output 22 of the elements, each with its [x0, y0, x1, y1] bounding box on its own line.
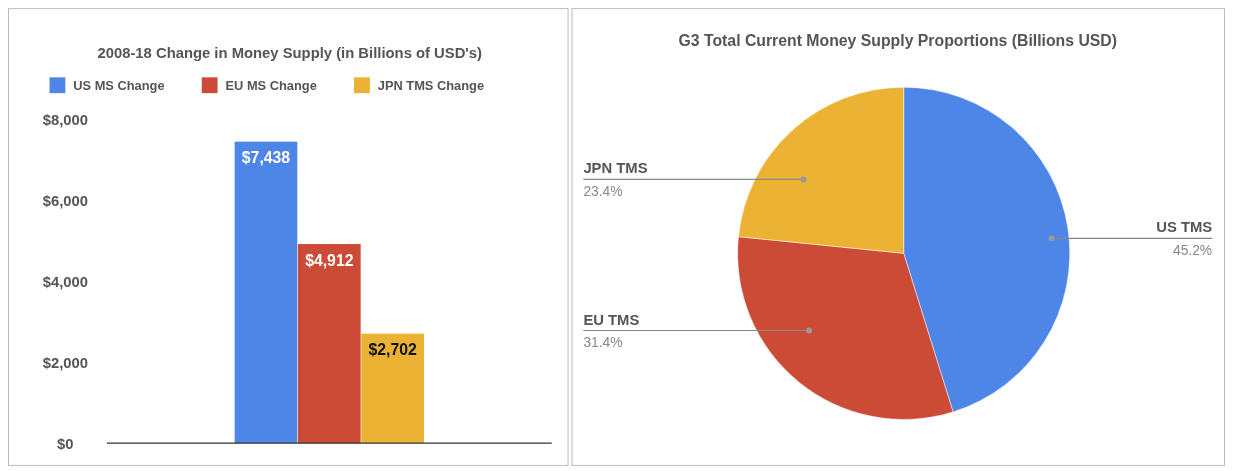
chart-title: G3 Total Current Money Supply Proportions (Billions USD) — [678, 31, 1118, 49]
y-tick-label: $8,000 — [42, 111, 88, 128]
legend-label: JPN TMS Change — [377, 78, 485, 94]
slice-label: JPN TMS — [583, 160, 648, 177]
y-tick-label: $4,000 — [42, 273, 88, 290]
legend-label: US MS Change — [73, 78, 165, 94]
bar — [361, 333, 424, 444]
data-label: $2,702 — [368, 341, 417, 359]
data-label: 23.4% — [583, 183, 623, 200]
bar — [234, 141, 298, 444]
data-label: 45.2% — [1172, 242, 1213, 259]
slice-label: EU TMS — [583, 311, 640, 328]
y-tick-label: $2,000 — [42, 355, 88, 372]
legend-label: EU MS Change — [225, 78, 317, 94]
y-tick-label: $0 — [57, 436, 74, 453]
chart-title: 2008-18 Change in Money Supply (in Billions of USD's) — [97, 44, 483, 61]
slice-label: US TMS — [1156, 219, 1213, 236]
data-label: $4,912 — [305, 251, 354, 269]
y-tick-label: $6,000 — [42, 192, 88, 209]
bar — [297, 244, 361, 444]
data-label: $7,438 — [241, 149, 291, 167]
data-label: 31.4% — [583, 334, 623, 351]
